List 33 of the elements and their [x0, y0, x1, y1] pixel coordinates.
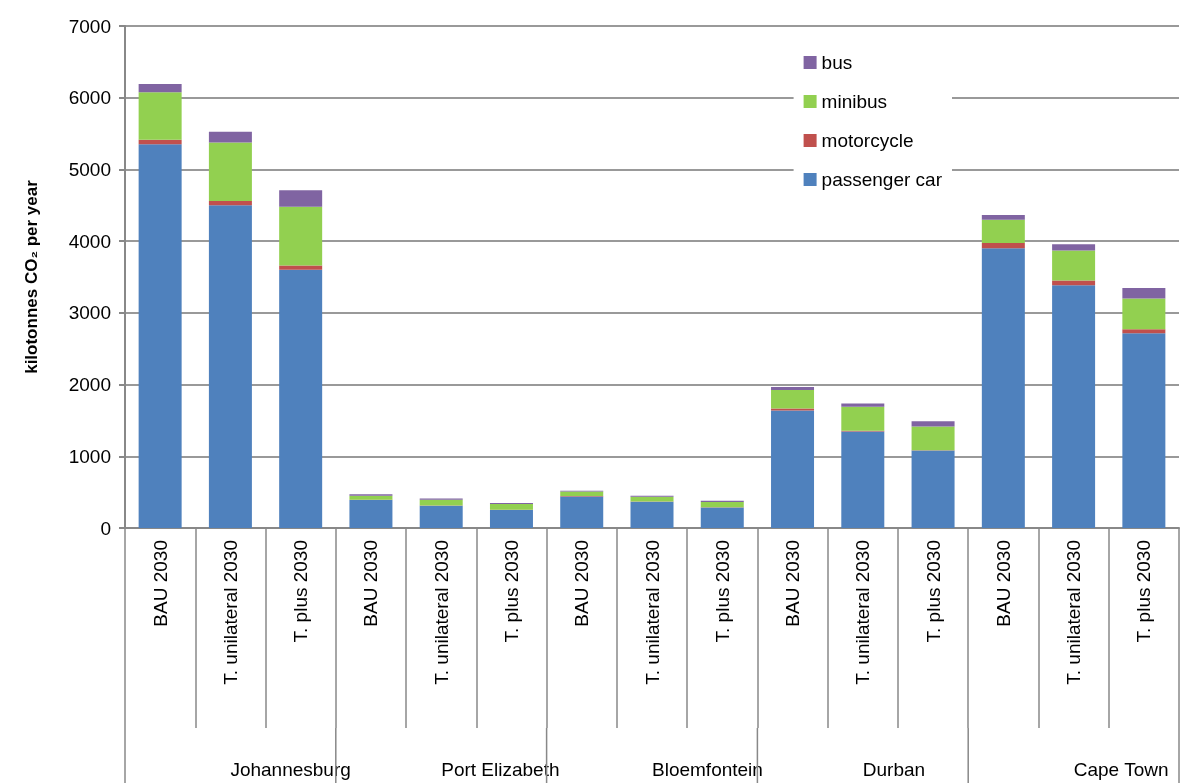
y-tick-label: 0 [100, 517, 111, 539]
text: Durban [862, 759, 926, 780]
y-tick-label: 1000 [68, 445, 111, 467]
legend-label: bus [821, 52, 853, 73]
y-tick-label: 5000 [68, 158, 111, 180]
y-tick-label: 7000 [68, 15, 111, 37]
legend-label: minibus [821, 91, 888, 112]
text: Bloemfontein [652, 759, 763, 780]
x-tick-label: T. unilateral 2030 [219, 540, 241, 685]
x-tick-label: T. plus 2030 [922, 540, 944, 643]
legend-label: motorcycle [821, 130, 914, 151]
y-tick-label: 2000 [68, 374, 111, 396]
x-tick-label: T. plus 2030 [500, 540, 522, 643]
x-tick-label: T. unilateral 2030 [430, 540, 452, 685]
x-tick-label: BAU 2030 [360, 540, 382, 627]
x-tick-label: T. unilateral 2030 [852, 540, 874, 685]
x-tick-label: BAU 2030 [992, 540, 1014, 627]
x-tick-label: T. plus 2030 [290, 540, 312, 643]
x-tick-label: T. unilateral 2030 [1063, 540, 1085, 685]
text: Cape Town [1073, 759, 1169, 780]
x-tick-label: T. unilateral 2030 [641, 540, 663, 685]
text: Johannesburg [230, 759, 351, 780]
x-tick-label: T. plus 2030 [1133, 540, 1155, 643]
x-tick-label: BAU 2030 [782, 540, 804, 627]
x-tick-label: BAU 2030 [571, 540, 593, 627]
y-tick-label: 4000 [68, 230, 111, 252]
y-tick-label: 6000 [68, 87, 111, 109]
x-tick-label: T. plus 2030 [711, 540, 733, 643]
x-tick-label: BAU 2030 [149, 540, 171, 627]
legend-label: passenger car [821, 169, 943, 190]
y-axis-title: kilotonnes CO₂ per year [22, 179, 41, 374]
y-tick-label: 3000 [68, 302, 111, 324]
text: Port Elizabeth [441, 759, 560, 780]
